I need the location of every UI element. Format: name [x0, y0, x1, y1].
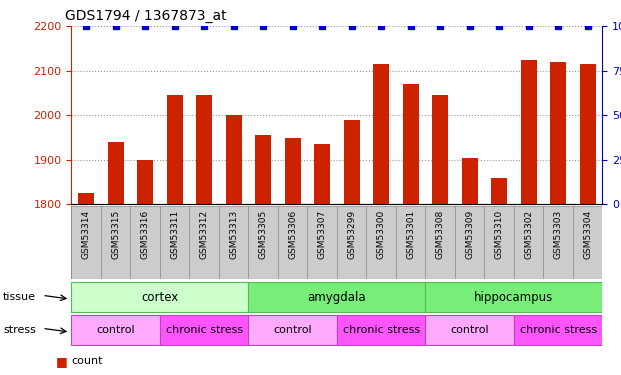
Text: tissue: tissue	[3, 292, 36, 302]
Text: GSM53313: GSM53313	[229, 210, 238, 259]
Text: GSM53302: GSM53302	[524, 210, 533, 259]
Bar	[248, 282, 425, 312]
Bar	[284, 138, 301, 204]
Bar	[402, 84, 419, 204]
Text: cortex: cortex	[142, 291, 178, 304]
Bar	[248, 315, 337, 345]
Text: control: control	[273, 325, 312, 335]
Text: count: count	[71, 356, 103, 366]
Text: GSM53312: GSM53312	[200, 210, 209, 259]
Text: GSM53303: GSM53303	[554, 210, 563, 259]
Text: chronic stress: chronic stress	[520, 325, 597, 335]
Text: ■: ■	[56, 355, 68, 368]
Text: GSM53316: GSM53316	[141, 210, 150, 259]
Text: hippocampus: hippocampus	[474, 291, 553, 304]
Bar	[425, 315, 514, 345]
Text: GSM53304: GSM53304	[583, 210, 592, 259]
Text: GSM53300: GSM53300	[377, 210, 386, 259]
Bar	[425, 282, 602, 312]
Text: GSM53311: GSM53311	[170, 210, 179, 259]
Text: amygdala: amygdala	[307, 291, 366, 304]
Bar	[461, 158, 478, 204]
Text: chronic stress: chronic stress	[166, 325, 243, 335]
Bar	[432, 95, 448, 204]
Bar	[343, 120, 360, 204]
Bar	[196, 95, 212, 204]
Bar	[225, 116, 242, 204]
Text: GSM53301: GSM53301	[406, 210, 415, 259]
Text: GSM53310: GSM53310	[495, 210, 504, 259]
Bar	[78, 193, 94, 204]
Text: GSM53309: GSM53309	[465, 210, 474, 259]
Bar	[314, 144, 330, 204]
Text: GDS1794 / 1367873_at: GDS1794 / 1367873_at	[65, 9, 227, 23]
Text: control: control	[96, 325, 135, 335]
Text: chronic stress: chronic stress	[343, 325, 420, 335]
Bar	[579, 64, 596, 204]
Text: GSM53299: GSM53299	[347, 210, 356, 259]
Bar	[514, 315, 602, 345]
Text: GSM53314: GSM53314	[82, 210, 91, 259]
Text: stress: stress	[3, 325, 36, 335]
Text: GSM53305: GSM53305	[259, 210, 268, 259]
Bar	[71, 282, 248, 312]
Bar	[160, 315, 248, 345]
Bar	[550, 62, 566, 204]
Bar	[337, 315, 425, 345]
Bar	[107, 142, 124, 204]
Bar	[166, 95, 183, 204]
Text: GSM53315: GSM53315	[111, 210, 120, 259]
Bar	[491, 178, 507, 204]
Text: control: control	[450, 325, 489, 335]
Bar	[520, 60, 537, 204]
Bar	[255, 135, 271, 204]
Bar	[71, 315, 160, 345]
Text: GSM53308: GSM53308	[436, 210, 445, 259]
Bar	[137, 160, 153, 204]
Bar	[373, 64, 389, 204]
Text: GSM53306: GSM53306	[288, 210, 297, 259]
Text: GSM53307: GSM53307	[318, 210, 327, 259]
